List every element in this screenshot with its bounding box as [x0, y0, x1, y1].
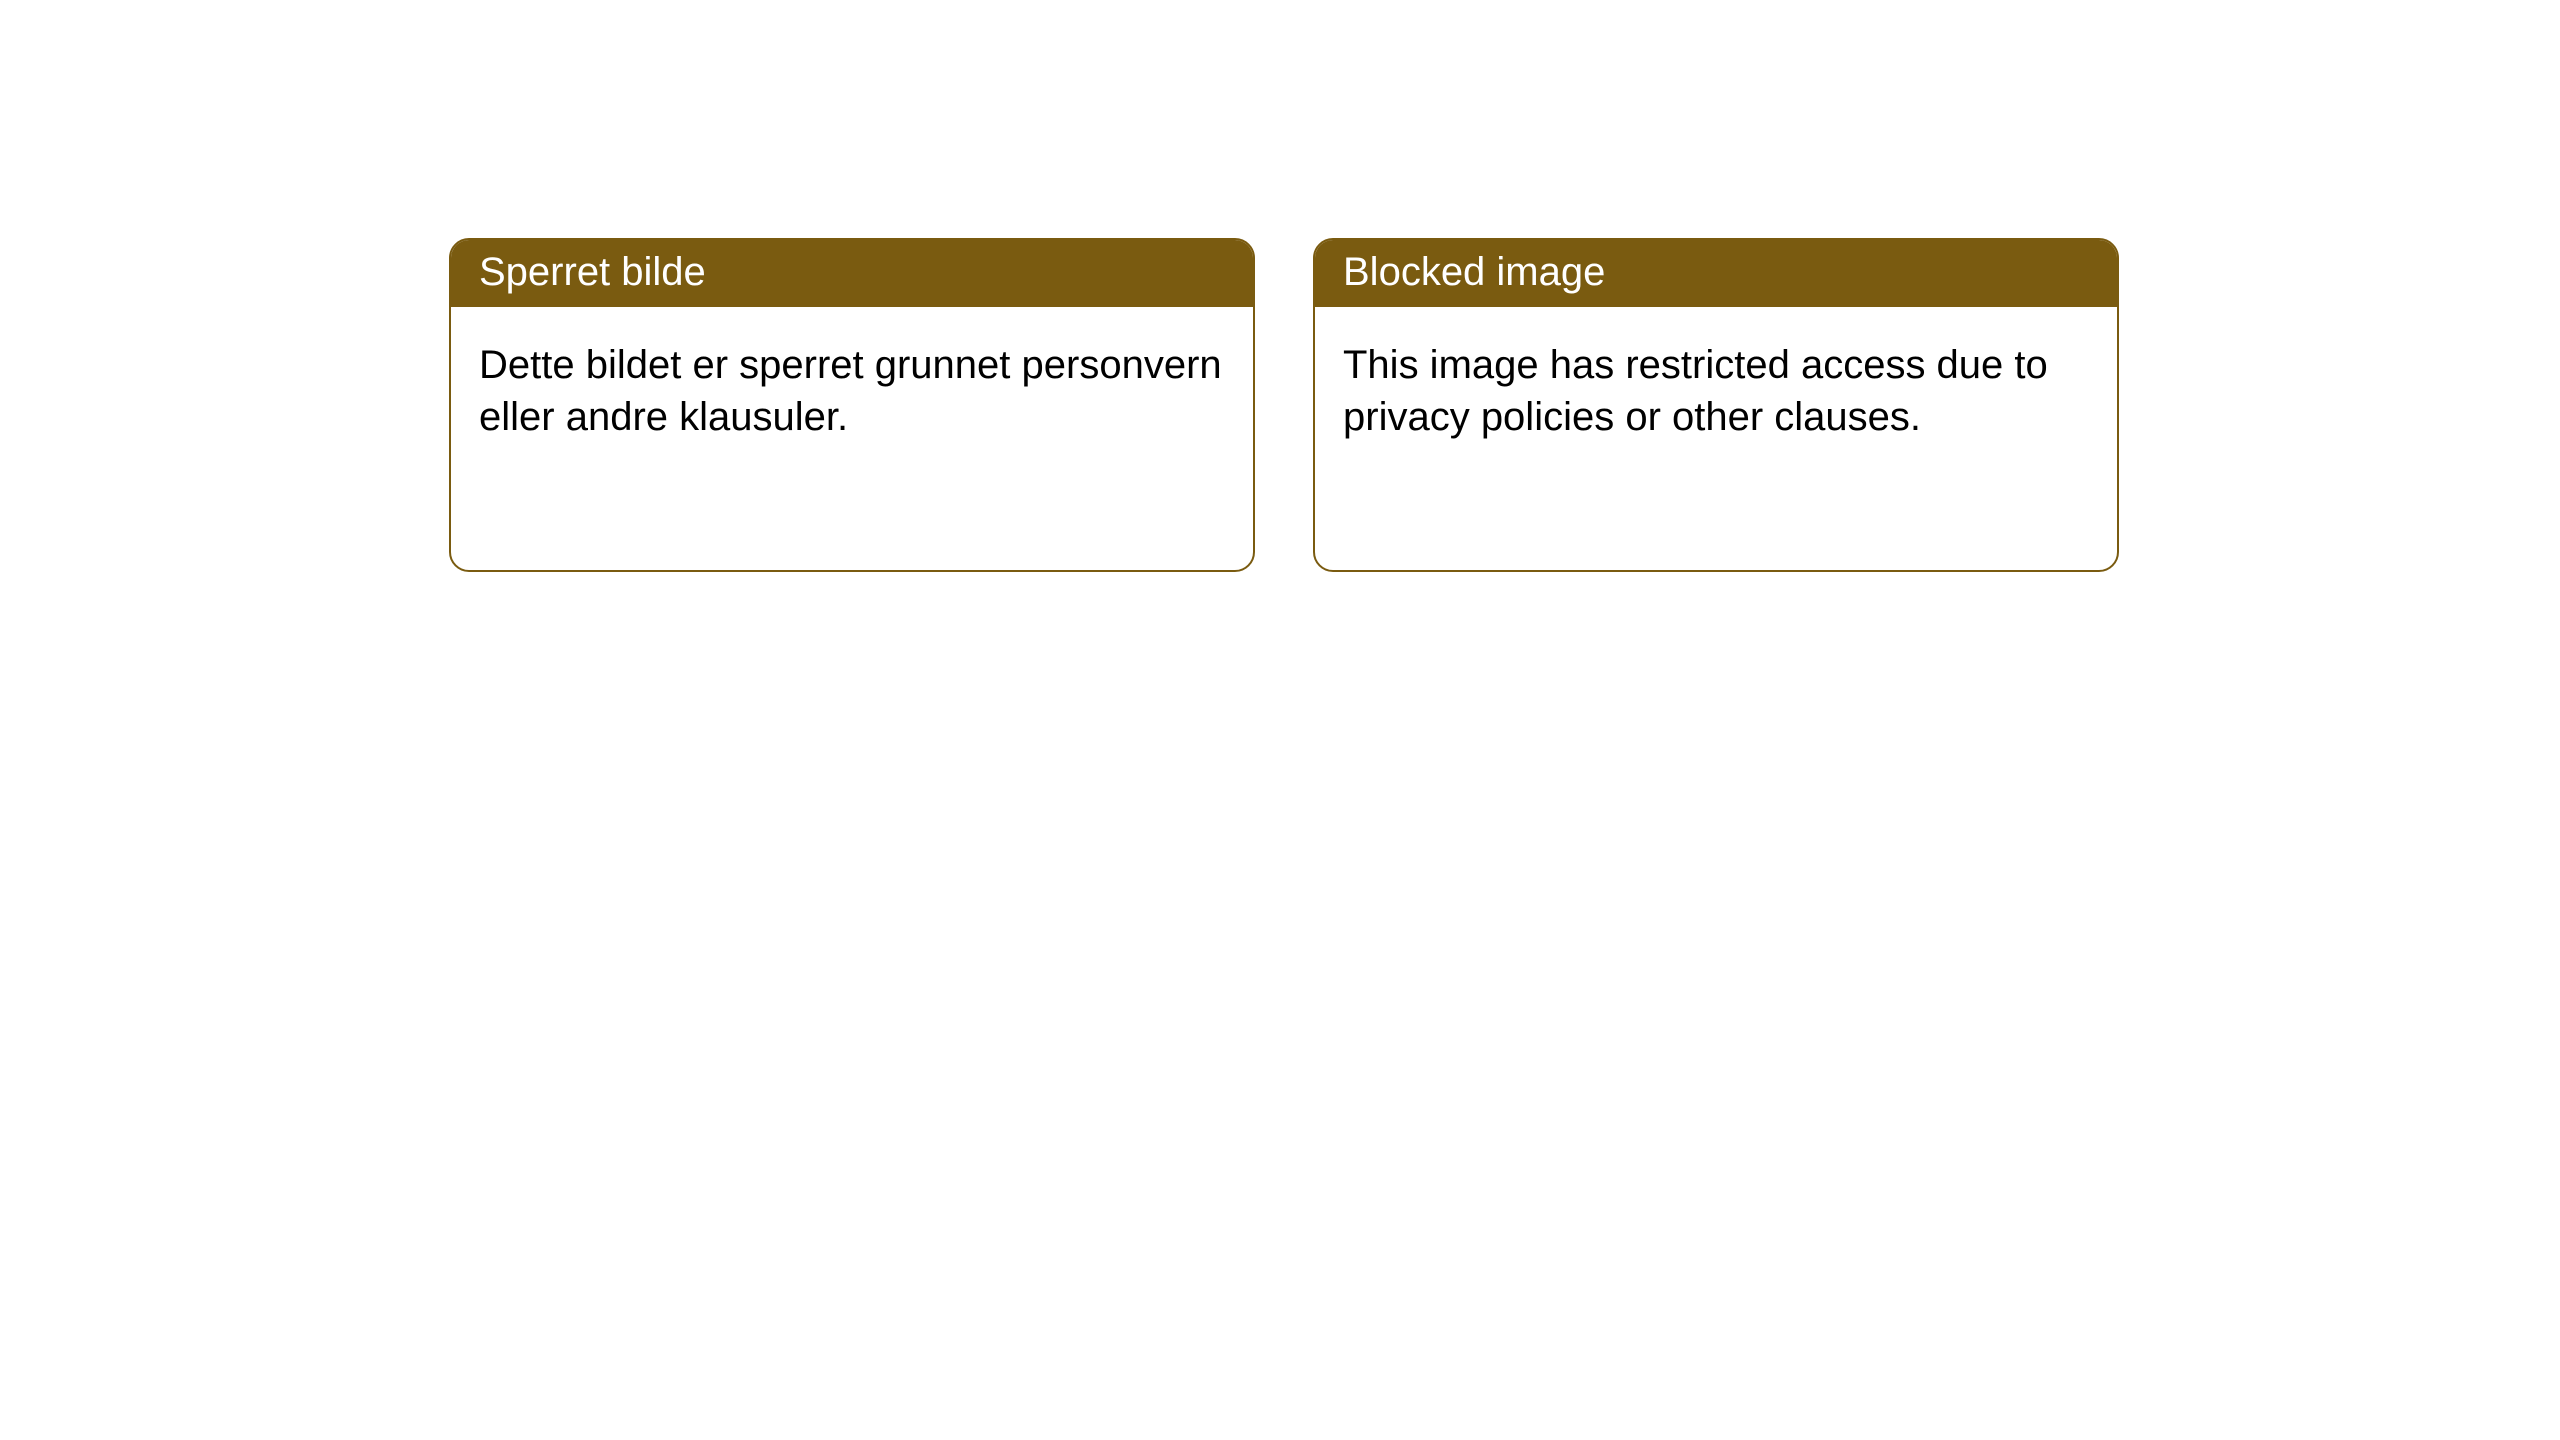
card-body-text: This image has restricted access due to … [1343, 343, 2048, 439]
card-body-text: Dette bildet er sperret grunnet personve… [479, 343, 1222, 439]
notice-card-english: Blocked image This image has restricted … [1313, 238, 2119, 572]
card-header-text: Blocked image [1343, 250, 1605, 294]
notice-cards-container: Sperret bilde Dette bildet er sperret gr… [449, 238, 2119, 572]
card-header: Sperret bilde [451, 240, 1253, 307]
card-body: This image has restricted access due to … [1315, 307, 2117, 475]
card-header: Blocked image [1315, 240, 2117, 307]
card-header-text: Sperret bilde [479, 250, 706, 294]
notice-card-norwegian: Sperret bilde Dette bildet er sperret gr… [449, 238, 1255, 572]
card-body: Dette bildet er sperret grunnet personve… [451, 307, 1253, 475]
